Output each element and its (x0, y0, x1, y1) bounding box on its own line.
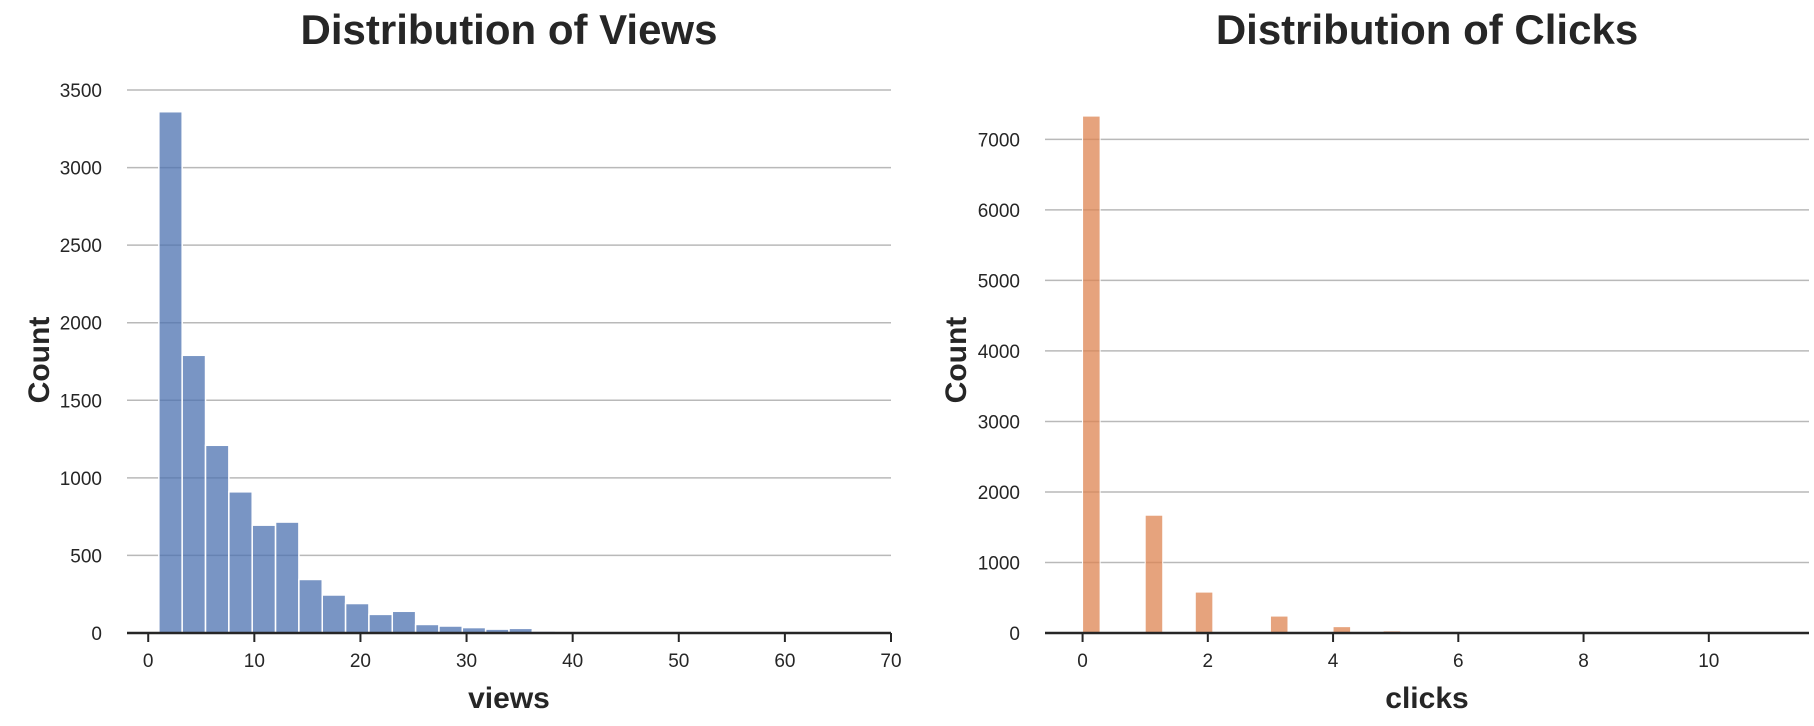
views-y-tick-label: 1000 (60, 469, 102, 490)
views-bar (181, 354, 207, 634)
clicks-chart-title: Distribution of Clicks (1216, 6, 1638, 53)
views-y-tick-label: 2000 (60, 314, 102, 335)
views-x-tick-label: 10 (244, 651, 265, 672)
clicks-y-tick-label: 0 (1009, 624, 1020, 645)
views-bar (251, 524, 277, 634)
views-y-tick-label: 500 (70, 546, 102, 567)
views-x-tick-label: 20 (350, 651, 371, 672)
clicks-y-tick-label: 7000 (978, 130, 1020, 151)
clicks-chart: 0 2 4 6 8 10 0 1000 2000 3000 4000 5000 6000 7000 Dist… (940, 6, 1809, 715)
clicks-y-tick-label: 4000 (978, 342, 1020, 363)
views-chart-title: Distribution of Views (301, 6, 718, 53)
views-bar (368, 613, 394, 634)
views-y-tick-label: 0 (91, 624, 102, 645)
views-y-tick-label: 1500 (60, 391, 102, 412)
clicks-x-tick-label: 4 (1328, 651, 1339, 672)
views-x-tick-label: 0 (143, 651, 154, 672)
views-y-tick-label: 2500 (60, 236, 102, 257)
clicks-x-tick-label: 8 (1578, 651, 1589, 672)
clicks-y-tick-label: 6000 (978, 201, 1020, 222)
views-y-axis-label: Count (23, 317, 56, 404)
clicks-x-tick-label: 0 (1077, 651, 1088, 672)
clicks-y-tick-label: 3000 (978, 412, 1020, 433)
views-bar (414, 623, 440, 634)
views-x-tick-label: 70 (880, 651, 901, 672)
clicks-x-tick-label: 10 (1698, 651, 1719, 672)
views-bar (158, 110, 183, 634)
clicks-y-tick-label: 5000 (978, 271, 1020, 292)
views-y-tick-label: 3000 (60, 159, 102, 180)
views-chart: 0 10 20 30 40 50 60 70 0 500 1000 1500 2000 2500 3000 3… (23, 6, 902, 715)
clicks-bar (1269, 615, 1289, 634)
views-x-tick-label: 40 (562, 651, 583, 672)
views-bar (228, 491, 253, 634)
clicks-y-axis-label: Count (940, 317, 973, 404)
views-bar (274, 521, 300, 634)
views-x-tick-label: 30 (456, 651, 477, 672)
views-bar (391, 610, 417, 634)
clicks-bar (1194, 591, 1214, 634)
views-x-axis-label: views (468, 682, 550, 715)
clicks-x-tick-label: 2 (1203, 651, 1214, 672)
clicks-bar (1082, 115, 1101, 634)
views-x-tick-label: 50 (668, 651, 689, 672)
views-bar (321, 594, 347, 634)
views-bar (204, 444, 230, 634)
clicks-bar (1144, 514, 1164, 634)
views-bar (298, 578, 323, 634)
views-x-tick-label: 60 (774, 651, 795, 672)
clicks-y-tick-label: 2000 (978, 483, 1020, 504)
views-bar (344, 602, 370, 634)
clicks-x-tick-label: 6 (1453, 651, 1464, 672)
views-y-tick-label: 3500 (60, 81, 102, 102)
clicks-y-tick-label: 1000 (978, 553, 1020, 574)
clicks-x-axis-label: clicks (1385, 682, 1468, 715)
